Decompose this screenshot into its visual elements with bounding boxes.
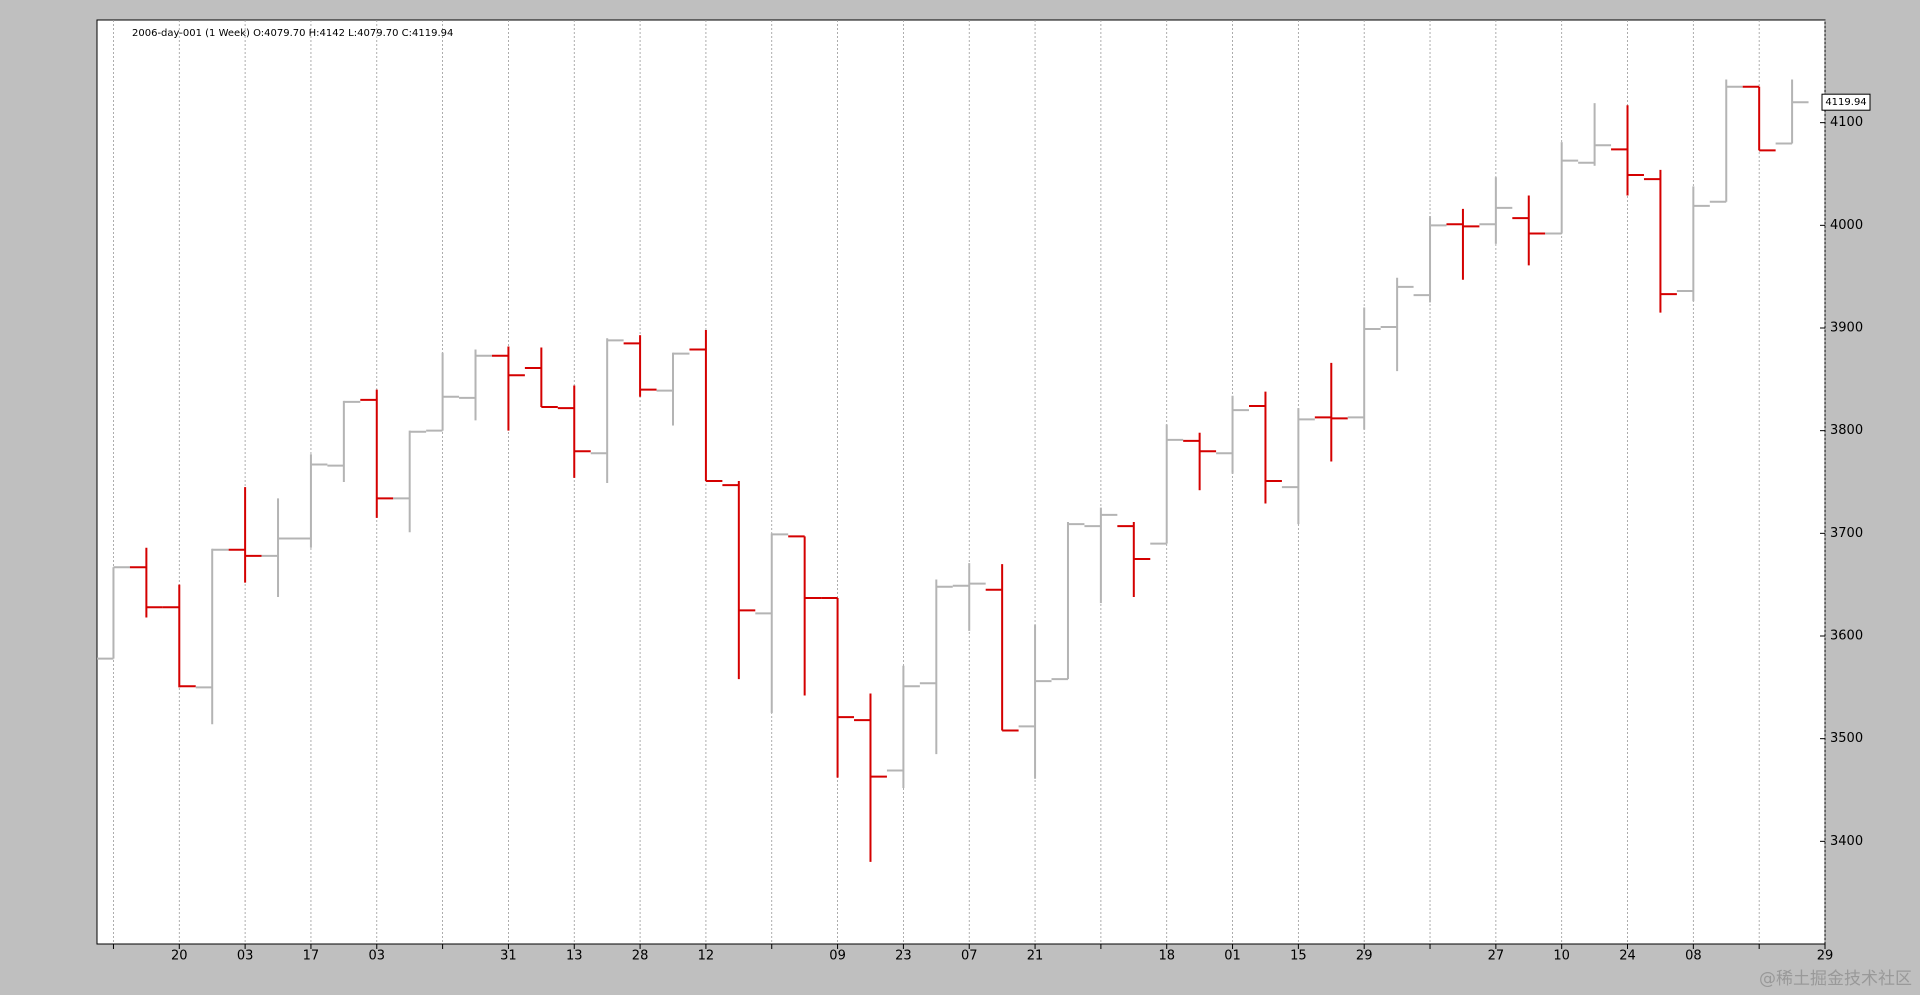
x-tick-label: 08: [1685, 949, 1702, 964]
price-tag: 4119.94: [1825, 97, 1866, 108]
y-tick-label: 3400: [1830, 834, 1863, 849]
x-tick-label: 01: [1224, 949, 1241, 964]
x-tick-label: 29: [1817, 949, 1834, 964]
x-tick-label: 29: [1356, 949, 1373, 964]
y-tick-label: 3800: [1830, 423, 1863, 438]
x-tick-label: 27: [1488, 949, 1505, 964]
x-tick-label: 15: [1290, 949, 1307, 964]
watermark: @稀土掘金技术社区: [1759, 969, 1912, 989]
price-tag-box: [1821, 93, 1871, 111]
x-tick-label: 20: [171, 949, 188, 964]
marks: [97, 20, 1826, 944]
x-tick-label: 31: [500, 949, 517, 964]
y-tick-label: 3500: [1830, 731, 1863, 746]
y-tick-label: 3700: [1830, 526, 1863, 541]
x-tick-label: 21: [1027, 949, 1044, 964]
x-tick-label: 24: [1619, 949, 1636, 964]
x-tick-label: 07: [961, 949, 978, 964]
x-tick-label: 13: [566, 949, 583, 964]
x-tick-label: 17: [303, 949, 320, 964]
x-tick-label: 03: [368, 949, 385, 964]
y-tick-label: 4000: [1830, 218, 1863, 233]
x-tick-label: 12: [698, 949, 715, 964]
y-tick-label: 3600: [1830, 629, 1863, 644]
x-tick-label: 28: [632, 949, 649, 964]
x-tick-label: 10: [1553, 949, 1570, 964]
plot-area: [96, 19, 1826, 945]
x-tick-label: 03: [237, 949, 254, 964]
x-tick-label: 09: [829, 949, 846, 964]
x-tick-label: 18: [1158, 949, 1175, 964]
x-tick-label: 23: [895, 949, 912, 964]
legend: 2006-day-001 (1 Week) O:4079.70 H:4142 L…: [132, 28, 453, 39]
y-tick-label: 4100: [1830, 115, 1863, 130]
y-tick-label: 3900: [1830, 321, 1863, 336]
